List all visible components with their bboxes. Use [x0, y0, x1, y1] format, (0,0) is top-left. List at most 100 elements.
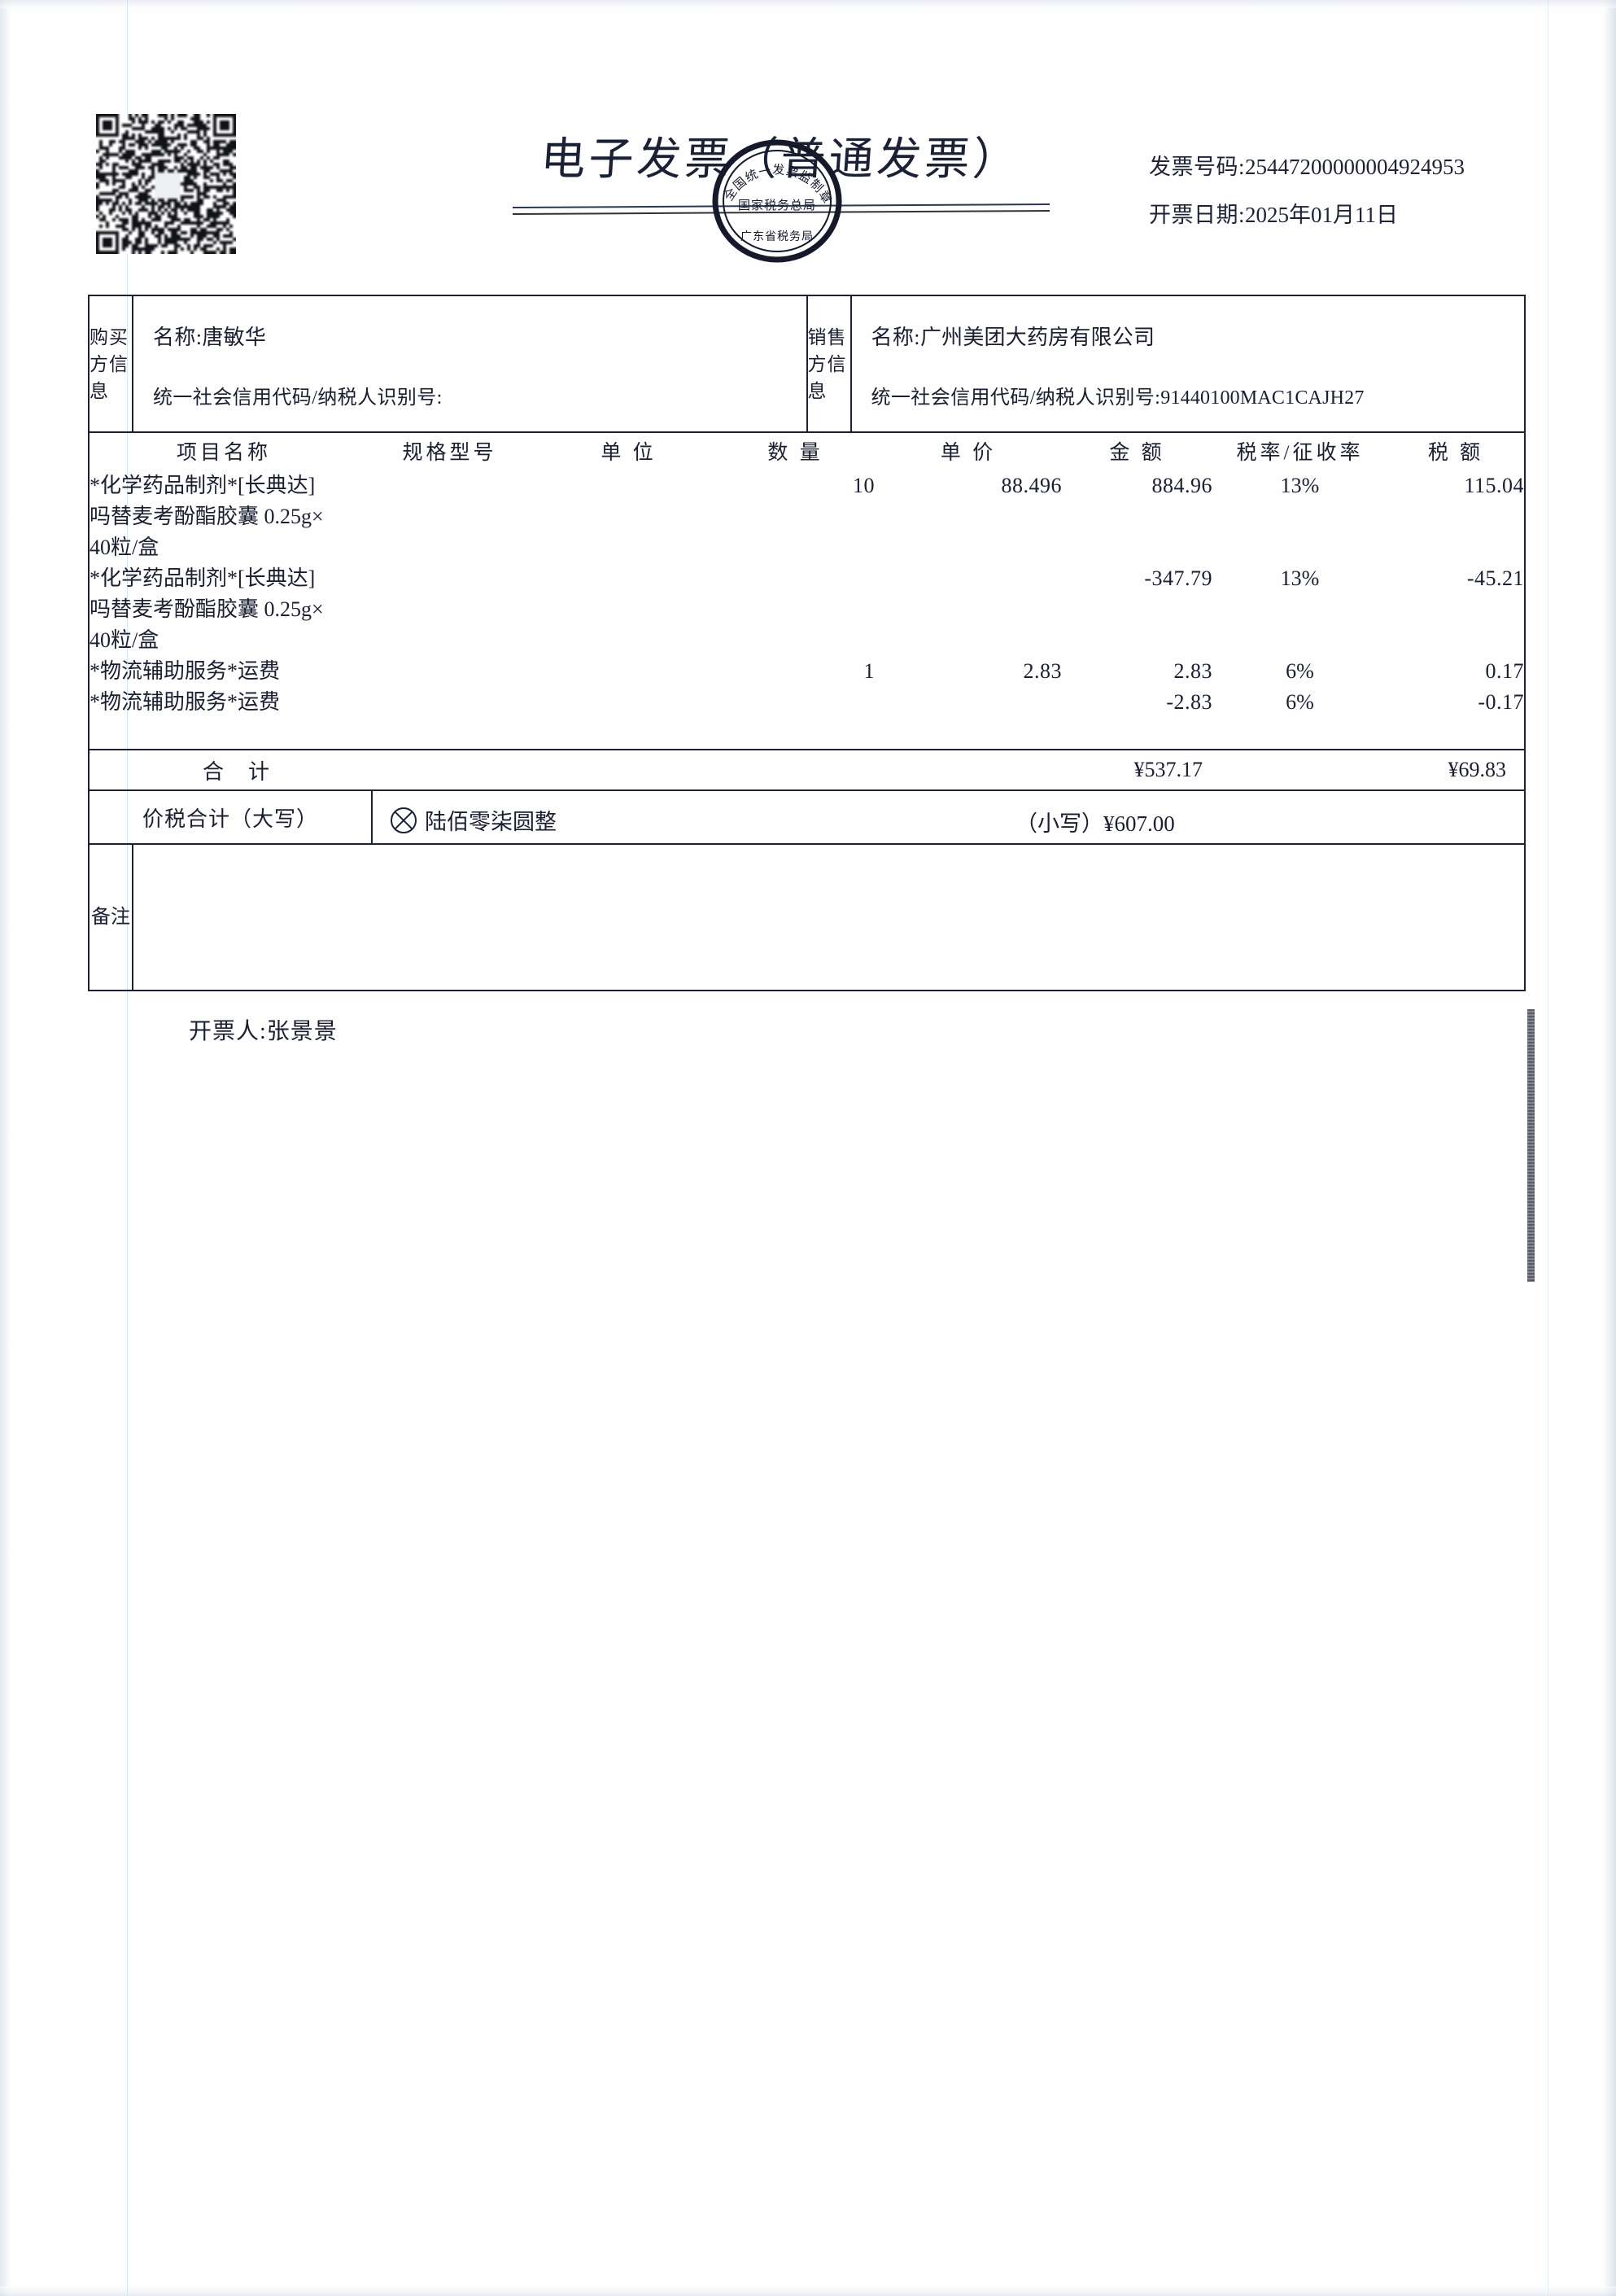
cell-spec: [358, 501, 541, 532]
table-spacer-row: [90, 718, 1524, 749]
cell-qty: 10: [853, 474, 875, 497]
seller-taxid-value: 91440100MAC1CAJH27: [1160, 387, 1365, 409]
invoice-number-label: 发票号码:: [1149, 155, 1246, 179]
seller-name-label: 名称:: [871, 326, 920, 349]
cell-amount: [1062, 501, 1212, 532]
cell-price: [875, 532, 1062, 563]
cell-price: [875, 594, 1062, 625]
summary-label: 合计: [202, 759, 294, 784]
cell-rate: [1212, 625, 1387, 656]
col-header-rate: 税率/征收率: [1236, 442, 1364, 464]
table-header-row: 项目名称 规格型号 单 位 数 量 单 价 金 额 税率/征收率 税 额: [90, 433, 1524, 470]
cell-tax: 115.04: [1464, 474, 1524, 497]
cell-item-name: 40粒/盒: [90, 628, 159, 652]
buyer-side-label: 购买方信息: [90, 296, 133, 431]
cell-unit: [541, 501, 716, 532]
cell-unit: [541, 470, 716, 501]
invoice-number: 发票号码:25447200000004924953: [1149, 149, 1465, 181]
cell-unit: [541, 687, 716, 718]
cell-rate: 13%: [1280, 566, 1320, 590]
cell-rate: 6%: [1286, 690, 1314, 714]
buyer-name-value: 唐敏华: [202, 326, 267, 349]
cell-spec: [358, 656, 541, 687]
page-title: 电子发票（普通发票）: [539, 134, 1023, 184]
cell-item-name: *化学药品制剂*[长典达]: [90, 566, 316, 590]
cell-spec: [358, 532, 541, 563]
grand-total-body: 陆佰零柒圆整 （小写）¥607.00: [373, 791, 1524, 843]
cell-qty: [716, 594, 875, 625]
buyer-info: 名称:唐敏华 统一社会信用代码/纳税人识别号:: [133, 296, 808, 431]
summary-amount-total: ¥537.17: [1133, 758, 1203, 781]
cell-spec: [358, 625, 541, 656]
seal-bottom-text: 广东省税务局: [740, 230, 814, 243]
scan-edge-left: [0, 0, 11, 2296]
grand-total-digits-label: （小写）: [1015, 811, 1103, 836]
remark-row: 备注: [90, 845, 1524, 990]
table-row: *物流辅助服务*运费 -2.83 6% -0.17: [90, 687, 1524, 718]
cell-spec: [358, 563, 541, 594]
cell-item-name: 吗替麦考酚酯胶囊 0.25g×: [90, 597, 324, 621]
line-items-header: 项目名称 规格型号 单 位 数 量 单 价 金 额 税率/征收率 税 额: [90, 433, 1524, 470]
scan-edge-top: [0, 0, 1616, 8]
scan-artifact-band: [1527, 1009, 1535, 1282]
cell-qty: [716, 563, 875, 594]
col-header-spec: 规格型号: [402, 442, 497, 464]
grand-total-row: 价税合计（大写） 陆佰零柒圆整 （小写）¥607.00: [90, 791, 1524, 845]
seller-side-label: 销售方信息: [808, 296, 852, 431]
cell-price: [875, 687, 1062, 718]
grand-total-words-wrap: 陆佰零柒圆整: [391, 804, 557, 836]
buyer-name-line: 名称:唐敏华: [153, 321, 266, 351]
grand-total-words: 陆佰零柒圆整: [425, 810, 557, 834]
invoice-frame: 购买方信息 名称:唐敏华 统一社会信用代码/纳税人识别号: 销售方信息 名称:广…: [88, 295, 1526, 991]
invoice-date-label: 开票日期:: [1149, 203, 1246, 227]
cell-price: [875, 501, 1062, 532]
cell-spec: [358, 687, 541, 718]
cell-tax: [1387, 625, 1524, 656]
cell-rate: 13%: [1280, 474, 1320, 497]
cell-unit: [541, 532, 716, 563]
cell-unit: [541, 594, 716, 625]
seller-name-line: 名称:广州美团大药房有限公司: [871, 321, 1155, 351]
cell-price: [875, 563, 1062, 594]
cell-qty: [716, 501, 875, 532]
table-row: *化学药品制剂*[长典达] -347.79 13% -45.21: [90, 563, 1524, 594]
cell-qty: [716, 532, 875, 563]
cell-amount: [1062, 594, 1212, 625]
grand-total-digits: ¥607.00: [1103, 811, 1175, 836]
buyer-taxid-label: 统一社会信用代码/纳税人识别号:: [153, 387, 443, 409]
buyer-name-label: 名称:: [153, 326, 203, 349]
cell-amount: -347.79: [1144, 566, 1212, 590]
invoice-date: 开票日期:2025年01月11日: [1149, 197, 1398, 229]
cell-rate: [1212, 594, 1387, 625]
cell-item-name: *物流辅助服务*运费: [90, 659, 281, 683]
cell-tax: -45.21: [1466, 566, 1524, 590]
col-header-unit: 单 位: [601, 442, 657, 464]
remark-label: 备注: [90, 845, 133, 990]
remark-text: [133, 845, 1524, 990]
cell-spec: [358, 594, 541, 625]
summary-row: 合计 ¥537.17 ¥69.83: [90, 749, 1524, 791]
qr-code-icon[interactable]: [96, 114, 236, 254]
cell-rate: 6%: [1286, 659, 1314, 683]
grand-total-label: 价税合计（大写）: [90, 791, 373, 843]
table-row: *化学药品制剂*[长典达] 10 88.496 884.96 13% 115.04: [90, 470, 1524, 501]
table-row: 40粒/盒: [90, 625, 1524, 656]
seller-taxid-label: 统一社会信用代码/纳税人识别号:: [871, 387, 1161, 409]
cell-qty: [716, 625, 875, 656]
col-header-amount: 金 额: [1109, 442, 1165, 464]
seller-info: 名称:广州美团大药房有限公司 统一社会信用代码/纳税人识别号:91440100M…: [852, 296, 1525, 431]
invoice-date-value: 2025年01月11日: [1245, 203, 1399, 227]
cell-rate: [1212, 532, 1387, 563]
cell-tax: [1387, 594, 1524, 625]
seller-taxid-line: 统一社会信用代码/纳税人识别号:91440100MAC1CAJH27: [871, 381, 1365, 409]
buyer-taxid-line: 统一社会信用代码/纳税人识别号:: [153, 381, 443, 409]
line-items-body: *化学药品制剂*[长典达] 10 88.496 884.96 13% 115.04 吗替麦考…: [90, 470, 1524, 749]
col-header-tax: 税 额: [1427, 442, 1484, 464]
scan-fold-line-left: [127, 0, 128, 2296]
cell-amount: [1062, 625, 1212, 656]
title-underline-rules: [513, 203, 1050, 216]
cell-item-name: *化学药品制剂*[长典达]: [90, 474, 316, 497]
cell-price: 2.83: [1023, 659, 1062, 683]
table-row: 40粒/盒: [90, 532, 1524, 563]
